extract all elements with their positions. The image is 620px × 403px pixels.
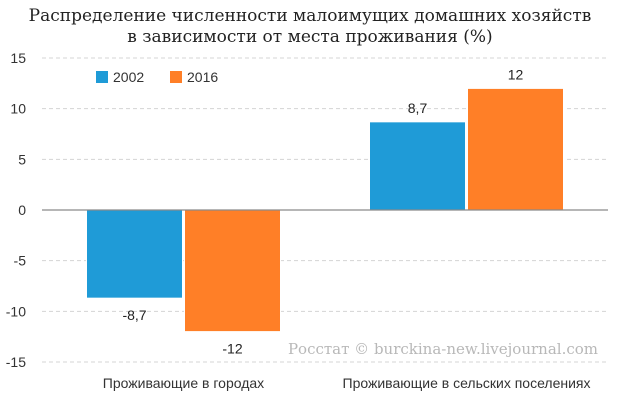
category-label: Проживающие в городах	[103, 375, 264, 391]
chart-title: Распределение численности малоимущих дом…	[0, 6, 620, 48]
bar-2016-urban	[184, 209, 281, 333]
data-label: 12	[508, 66, 524, 82]
category-label: Проживающие в сельских поселениях	[343, 375, 591, 391]
y-tick-label: -15	[6, 354, 26, 370]
chart-title-line-2: в зависимости от места проживания (%)	[127, 27, 493, 47]
data-label: -12	[222, 341, 242, 357]
y-tick-label: -10	[6, 303, 26, 319]
y-tick-label: 5	[18, 151, 26, 167]
watermark-text: Росстат © burckina-new.livejournal.com	[288, 340, 598, 358]
bar-2002-rural	[369, 121, 466, 211]
data-label: 8,7	[408, 100, 428, 116]
y-tick-label: 10	[10, 101, 26, 117]
bars	[86, 87, 564, 333]
bar-2002-urban	[86, 209, 183, 299]
y-tick-label: 15	[10, 50, 26, 66]
legend-swatch-2016	[170, 71, 182, 83]
data-label: -8,7	[122, 307, 146, 323]
legend-label-2016: 2016	[187, 69, 218, 85]
y-tick-label: -5	[14, 253, 27, 269]
legend-swatch-2002	[96, 71, 108, 83]
chart-title-line-1: Распределение численности малоимущих дом…	[28, 6, 592, 26]
bar-2016-rural	[467, 87, 564, 211]
legend: 2002 2016	[96, 69, 218, 85]
category-labels: Проживающие в городах Проживающие в сельс…	[103, 375, 591, 391]
y-tick-label: 0	[18, 202, 26, 218]
data-labels: -8,7 -12 8,7 12	[122, 66, 523, 356]
y-axis-ticks: 15 10 5 0 -5 -10 -15	[6, 50, 26, 370]
legend-label-2002: 2002	[113, 69, 144, 85]
